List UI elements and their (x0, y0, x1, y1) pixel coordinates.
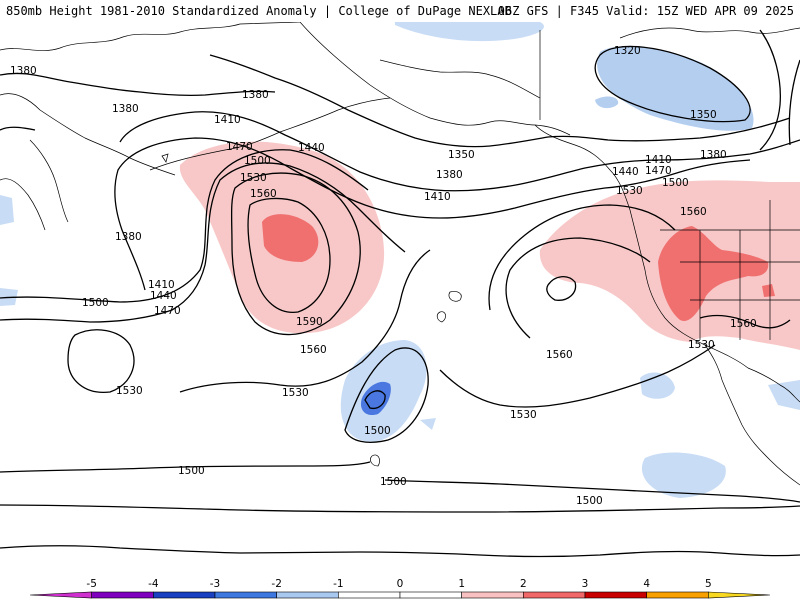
contour-label: 1560 (300, 344, 327, 356)
colorbar-tick-label: 1 (458, 578, 465, 590)
contour-label: 1410 (424, 191, 451, 203)
contour-label: 1500 (82, 297, 109, 309)
contour-label: 1470 (645, 165, 672, 177)
contour-label: 1530 (688, 339, 715, 351)
contour-label: 1530 (510, 409, 537, 421)
anomaly-colorbar: -5 -4 -3 -2 -1 0 1 2 3 4 5 (0, 573, 800, 600)
colorbar-tick-label: 0 (397, 578, 404, 590)
contour-label: 1380 (436, 169, 463, 181)
colorbar-tick-label: -1 (333, 578, 343, 590)
contour-label: 1500 (380, 476, 407, 488)
colorbar-segment (338, 592, 400, 598)
contour-label: 1500 (576, 495, 603, 507)
contour-label: 1380 (242, 89, 269, 101)
colorbar-segment (523, 592, 585, 598)
colorbar-tick-label: -3 (210, 578, 220, 590)
colorbar-segments (30, 592, 770, 598)
contour-label: 1470 (154, 305, 181, 317)
contour-label: 1380 (10, 65, 37, 77)
contour-label: 1500 (662, 177, 689, 189)
contour-label: 1380 (112, 103, 139, 115)
colorbar-segment (400, 592, 462, 598)
contour-label: 1560 (250, 188, 277, 200)
colorbar-segment (30, 592, 92, 598)
contour-label: 1380 (700, 149, 727, 161)
colorbar-segment (277, 592, 339, 598)
contour-label: 1560 (546, 349, 573, 361)
contour-label: 1410 (214, 114, 241, 126)
map-header: 850mb Height 1981-2010 Standardized Anom… (0, 0, 800, 22)
contour-label: 1320 (614, 45, 641, 57)
colorbar-tick-label: -4 (148, 578, 159, 590)
colorbar-segment (92, 592, 154, 598)
map-title: 850mb Height 1981-2010 Standardized Anom… (6, 4, 512, 18)
contour-label: 1350 (448, 149, 475, 161)
contour-label: 1530 (616, 185, 643, 197)
contour-label: 1560 (730, 318, 757, 330)
contour-label: 1440 (298, 142, 325, 154)
contour-label: 1500 (178, 465, 205, 477)
model-valid-time: 06Z GFS | F345 Valid: 15Z WED APR 09 202… (498, 4, 794, 18)
contour-label: 1560 (680, 206, 707, 218)
contour-label: 1500 (364, 425, 391, 437)
contour-label: 1530 (116, 385, 143, 397)
colorbar-tick-label: -5 (86, 578, 96, 590)
contour-label: 1530 (282, 387, 309, 399)
colorbar-segment (585, 592, 647, 598)
colorbar-ticks: -5 -4 -3 -2 -1 0 1 2 3 4 5 (86, 578, 711, 590)
colorbar-tick-label: 5 (705, 578, 712, 590)
colorbar-segment (708, 592, 770, 598)
contour-label: 1530 (240, 172, 267, 184)
contour-label: 1590 (296, 316, 323, 328)
colorbar-segment (215, 592, 277, 598)
anomaly-map: 1320 1350 1350 1380 1380 1380 1380 1380 … (0, 22, 800, 573)
contour-label: 1440 (612, 166, 639, 178)
colorbar-segment (647, 592, 709, 598)
colorbar-tick-label: 2 (520, 578, 527, 590)
contour-label: 1380 (115, 231, 142, 243)
colorbar-tick-label: 3 (582, 578, 589, 590)
colorbar-tick-label: -2 (271, 578, 281, 590)
negative-anomaly-west-edge (0, 195, 14, 225)
contour-label: 1440 (150, 290, 177, 302)
colorbar-tick-label: 4 (643, 578, 650, 590)
contour-label: 1350 (690, 109, 717, 121)
colorbar-segment (153, 592, 215, 598)
contour-label: 1470 (226, 141, 253, 153)
colorbar-segment (462, 592, 524, 598)
contour-label: 1500 (244, 155, 271, 167)
